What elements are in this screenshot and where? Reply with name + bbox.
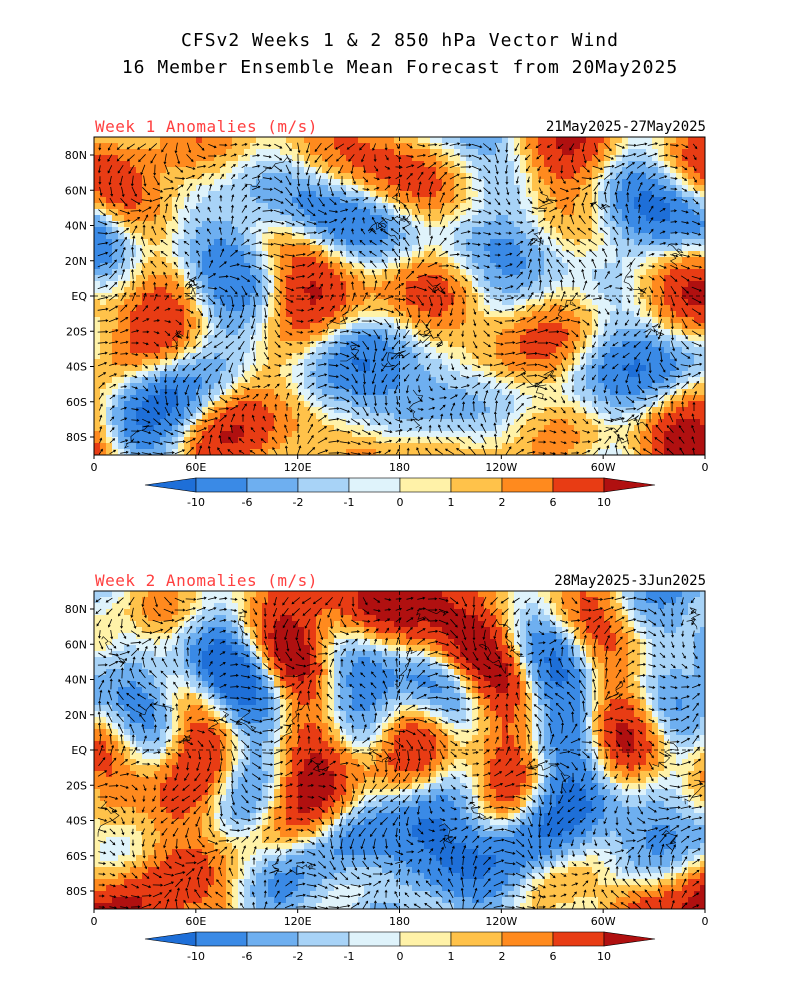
colorbar-box	[246, 931, 299, 947]
colorbar-label: -6	[242, 950, 253, 963]
lat-tick-label: 60N	[65, 184, 87, 197]
colorbar-box	[195, 477, 248, 493]
week2-panel: Week 2 Anomalies (m/s) 28May2025-3Jun202…	[0, 564, 800, 994]
colorbar-label: -1	[344, 496, 355, 509]
week1-date-range: 21May2025-27May2025	[545, 119, 706, 135]
colorbar-label: -2	[293, 950, 304, 963]
lat-tick-label: EQ	[71, 290, 87, 303]
lat-tick-label: 60N	[65, 638, 87, 651]
colorbar-box	[348, 477, 401, 493]
colorbar-box	[450, 931, 503, 947]
colorbar-label: 2	[499, 496, 506, 509]
colorbar-box	[552, 477, 605, 493]
wind-vectors	[97, 142, 703, 455]
lon-tick-label: 0	[702, 915, 709, 928]
colorbar-box	[501, 931, 554, 947]
lon-tick-label: 0	[91, 461, 98, 474]
lon-tick-label: 60W	[591, 915, 616, 928]
colorbar-lower-extend	[144, 477, 197, 493]
colorbar-label: -1	[344, 950, 355, 963]
colorbar-box	[501, 477, 554, 493]
colorbar-box	[246, 477, 299, 493]
lat-tick-label: 20N	[65, 709, 87, 722]
lat-tick-label: 40N	[65, 220, 87, 233]
colorbar-upper-extend	[603, 931, 656, 947]
colorbar-box	[450, 477, 503, 493]
lat-tick-label: EQ	[71, 744, 87, 757]
colorbar-label: 6	[550, 950, 557, 963]
colorbar-label: -10	[187, 950, 205, 963]
wind-vectors	[95, 596, 703, 909]
week1-panel-label: Week 1 Anomalies (m/s)	[95, 117, 318, 136]
lon-tick-label: 120W	[485, 915, 517, 928]
colorbar-box	[297, 931, 350, 947]
figure-title-line-2: 16 Member Ensemble Mean Forecast from 20…	[121, 57, 679, 78]
week1-panel: Week 1 Anomalies (m/s) 21May2025-27May20…	[0, 110, 800, 540]
coastlines	[124, 157, 684, 449]
lon-tick-label: 180	[389, 915, 410, 928]
colorbar-box	[552, 931, 605, 947]
lon-tick-label: 60E	[185, 461, 206, 474]
figure-title-line-1: CFSv2 Weeks 1 & 2 850 hPa Vector Wind	[181, 30, 619, 51]
lat-tick-label: 60S	[66, 850, 87, 863]
lat-tick-label: 40N	[65, 674, 87, 687]
colorbar-upper-extend	[603, 477, 656, 493]
lat-tick-label: 20S	[66, 325, 87, 338]
lat-tick-label: 80N	[65, 149, 87, 162]
lat-tick-label: 40S	[66, 361, 87, 374]
lat-tick-label: 60S	[66, 396, 87, 409]
colorbar-box	[399, 477, 452, 493]
colorbar-label: 0	[397, 496, 404, 509]
colorbar-label: -10	[187, 496, 205, 509]
colorbar: -10 -6 -2 -1 0 1 2 6 10	[144, 931, 656, 963]
lat-tick-label: 80S	[66, 885, 87, 898]
lon-tick-label: 120E	[284, 461, 312, 474]
lon-tick-label: 60E	[185, 915, 206, 928]
colorbar-label: 1	[448, 496, 455, 509]
colorbar-label: -6	[242, 496, 253, 509]
lat-tick-label: 20S	[66, 779, 87, 792]
colorbar: -10 -6 -2 -1 0 1 2 6 10	[144, 477, 656, 509]
colorbar-box	[297, 477, 350, 493]
anomaly-field	[94, 137, 705, 455]
lat-tick-label: 40S	[66, 815, 87, 828]
colorbar-box	[348, 931, 401, 947]
lat-tick-label: 80S	[66, 431, 87, 444]
colorbar-label: 1	[448, 950, 455, 963]
week2-date-range: 28May2025-3Jun2025	[554, 573, 706, 589]
lon-tick-label: 180	[389, 461, 410, 474]
colorbar-label: 2	[499, 950, 506, 963]
colorbar-box	[399, 931, 452, 947]
colorbar-label: 10	[597, 950, 611, 963]
colorbar-lower-extend	[144, 931, 197, 947]
lon-tick-label: 120E	[284, 915, 312, 928]
colorbar-label: 0	[397, 950, 404, 963]
colorbar-label: -2	[293, 496, 304, 509]
lon-tick-label: 0	[702, 461, 709, 474]
colorbar-label: 6	[550, 496, 557, 509]
lon-tick-label: 120W	[485, 461, 517, 474]
week2-panel-label: Week 2 Anomalies (m/s)	[95, 571, 318, 590]
colorbar-box	[195, 931, 248, 947]
lat-tick-label: 20N	[65, 255, 87, 268]
lon-tick-label: 0	[91, 915, 98, 928]
colorbar-label: 10	[597, 496, 611, 509]
lat-tick-label: 80N	[65, 603, 87, 616]
lon-tick-label: 60W	[591, 461, 616, 474]
